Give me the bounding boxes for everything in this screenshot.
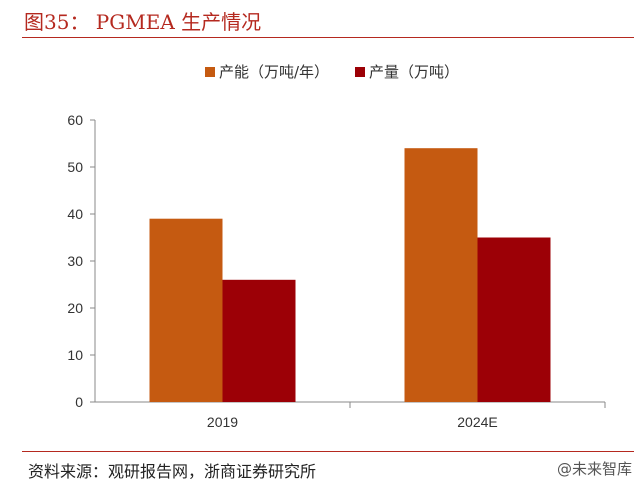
title-bar: 图35： PGMEA 生产情况 (0, 0, 640, 38)
y-tick-label: 60 (67, 112, 83, 128)
y-tick-label: 20 (67, 300, 83, 316)
y-tick-label: 40 (67, 206, 83, 222)
y-tick-label: 50 (67, 159, 83, 175)
bar-output-2019 (222, 279, 296, 402)
legend-label-output: 产量（万吨） (369, 63, 459, 81)
legend-swatch-output (355, 67, 365, 77)
x-tick-label: 2019 (207, 414, 238, 430)
legend-swatch-capacity (205, 67, 215, 77)
source-note: 资料来源：观研报告网，浙商证券研究所 (28, 462, 317, 481)
footer-divider (22, 451, 634, 452)
y-tick-label: 30 (67, 253, 83, 269)
chart-title: 图35： PGMEA 生产情况 (24, 10, 262, 34)
legend-label-capacity: 产能（万吨/年） (219, 63, 329, 81)
watermark: @未来智库 (556, 460, 632, 478)
bar-capacity-2019 (149, 218, 223, 402)
y-tick-label: 10 (67, 347, 83, 363)
bar-output-2024E (477, 237, 551, 402)
bar-capacity-2024E (404, 148, 478, 402)
bar-chart: 0 10 20 30 40 50 60 2019 2024E 产能（万吨/年） 产量（万吨） (67, 63, 606, 430)
y-tick-label: 0 (75, 394, 83, 410)
x-tick-label: 2024E (457, 414, 497, 430)
title-divider (22, 37, 634, 38)
